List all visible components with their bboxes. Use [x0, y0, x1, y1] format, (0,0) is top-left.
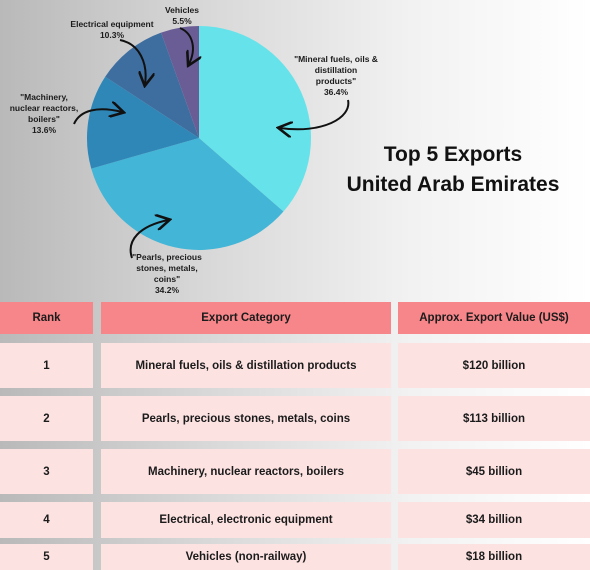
rank-cell: 5 [0, 544, 93, 570]
callout-arrow [179, 27, 193, 64]
header-category: Export Category [101, 302, 391, 334]
value-cell: $18 billion [398, 544, 590, 570]
header-value: Approx. Export Value (US$) [398, 302, 590, 334]
slice-label: Electrical equipment 10.3% [70, 19, 153, 40]
rank-cell: 4 [0, 502, 93, 538]
category-cell: Pearls, precious stones, metals, coins [101, 396, 391, 441]
value-cell: $113 billion [398, 396, 590, 441]
chart-area: "Mineral fuels, oils & distillation produc… [10, 5, 560, 295]
exports-table: Rank Export Category Approx. Export Valu… [0, 299, 590, 570]
header-rank: Rank [0, 302, 93, 334]
category-cell: Machinery, nuclear reactors, boilers [101, 449, 391, 494]
category-cell: Electrical, electronic equipment [101, 502, 391, 538]
callout-arrow [119, 39, 146, 84]
slice-label: "Mineral fuels, oils & distillation produc… [294, 54, 378, 97]
pie-slice [199, 26, 312, 212]
value-cell: $45 billion [398, 449, 590, 494]
table-row: 3 Machinery, nuclear reactors, boilers $… [0, 449, 590, 494]
slice-label: Vehicles 5.5% [165, 5, 199, 26]
table-header-row: Rank Export Category Approx. Export Valu… [0, 302, 590, 334]
chart-subtitle: United Arab Emirates [346, 173, 560, 196]
value-cell: $120 billion [398, 343, 590, 388]
rank-cell: 2 [0, 396, 93, 441]
table-row: 5 Vehicles (non-railway) $18 billion [0, 544, 590, 570]
table-row: 1 Mineral fuels, oils & distillation pro… [0, 343, 590, 388]
chart-title: Top 5 Exports [383, 143, 523, 166]
pie-slice [86, 76, 199, 169]
category-cell: Vehicles (non-railway) [101, 544, 391, 570]
callout-arrow [129, 220, 168, 259]
pie-chart: "Mineral fuels, oils & distillation produc… [10, 5, 378, 295]
table-row: 4 Electrical, electronic equipment $34 b… [0, 502, 590, 538]
slice-label: "Pearls, precious stones, metals, coins" 34… [132, 252, 202, 295]
callout-arrow [280, 99, 350, 129]
pie-slice [91, 138, 284, 251]
value-cell: $34 billion [398, 502, 590, 538]
callout-arrow [73, 109, 122, 125]
table-row: 2 Pearls, precious stones, metals, coins… [0, 396, 590, 441]
slice-label: "Machinery, nuclear reactors, boilers" 13.6… [10, 92, 79, 135]
rank-cell: 3 [0, 449, 93, 494]
category-cell: Mineral fuels, oils & distillation produ… [101, 343, 391, 388]
rank-cell: 1 [0, 343, 93, 388]
